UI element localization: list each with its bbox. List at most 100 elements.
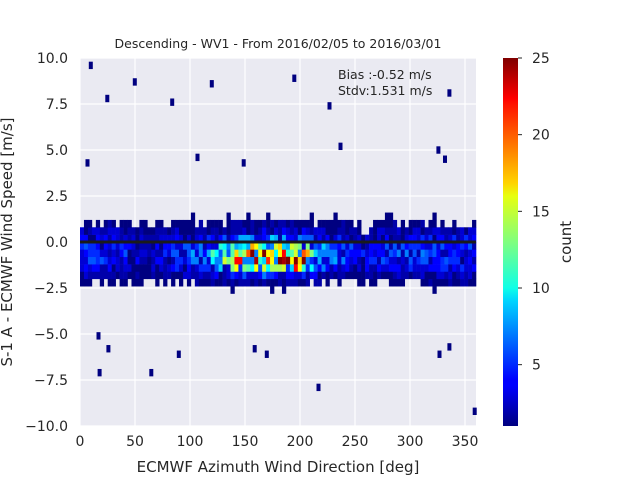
heatmap-cell: [182, 264, 188, 272]
heatmap-cell: [222, 264, 227, 272]
heatmap-cell: [329, 271, 334, 280]
heatmap-cell: [139, 256, 144, 265]
heatmap-cell: [151, 242, 156, 250]
heatmap-cell: [258, 249, 263, 258]
heatmap-cell: [234, 256, 239, 265]
heatmap-cell: [163, 249, 168, 258]
heatmap-cell: [408, 227, 413, 235]
heatmap-cell: [420, 249, 425, 258]
heatmap-cell: [99, 249, 105, 258]
heatmap-cell: [464, 242, 469, 250]
heatmap-cell: [198, 219, 204, 228]
heatmap-cell: [143, 227, 148, 235]
heatmap-cell: [357, 249, 362, 258]
heatmap-cell: [420, 256, 425, 265]
heatmap-cell: [250, 219, 255, 228]
heatmap-cell: [278, 249, 283, 258]
heatmap-cell: [464, 256, 469, 265]
heatmap-cell: [321, 271, 326, 280]
heatmap-cell: [285, 264, 291, 272]
heatmap-cell: [262, 234, 267, 243]
heatmap-cell: [325, 219, 330, 228]
heatmap-cell: [357, 271, 362, 280]
heatmap-cell: [226, 219, 231, 228]
heatmap-cell: [99, 256, 105, 265]
heatmap-cell: [384, 256, 390, 265]
heatmap-cell: [131, 256, 136, 265]
heatmap-cell: [313, 264, 318, 272]
heatmap-cell: [337, 256, 342, 265]
heatmap-cell: [313, 249, 318, 258]
colorbar-ticks: 5 10 15 20 25: [518, 51, 550, 374]
heatmap-cell: [175, 227, 180, 235]
heatmap-cell: [297, 249, 303, 258]
heatmap-cell: [448, 249, 453, 258]
heatmap-cell: [309, 212, 314, 221]
heatmap-cell: [171, 264, 176, 272]
heatmap-cell: [313, 242, 318, 250]
heatmap-cell: [373, 271, 378, 280]
heatmap-cell: [349, 256, 354, 265]
heatmap-cell: [242, 227, 247, 235]
heatmap-cell: [380, 264, 386, 272]
heatmap-cell: [198, 271, 204, 280]
heatmap-cell: [278, 219, 283, 228]
heatmap-cell: [384, 219, 390, 228]
y-axis-label: S-1 A - ECMWF Wind Speed [m/s]: [0, 117, 16, 366]
heatmap-cell: [349, 219, 354, 228]
heatmap-cell: [238, 249, 243, 258]
heatmap-cell: [289, 219, 295, 228]
heatmap-cell: [412, 249, 417, 258]
heatmap-cell: [440, 264, 445, 272]
heatmap-cell: [91, 256, 97, 265]
heatmap-cell: [238, 264, 243, 272]
heatmap-cell: [135, 256, 140, 265]
heatmap-cell: [87, 242, 93, 250]
heatmap-cell: [460, 264, 465, 272]
heatmap-cell: [337, 278, 342, 287]
heatmap-cell: [194, 249, 200, 258]
heatmap-cell: [111, 271, 116, 280]
heatmap-cell: [301, 256, 307, 265]
x-axis-label: ECMWF Azimuth Wind Direction [deg]: [137, 458, 420, 476]
heatmap-cell: [210, 227, 215, 235]
heatmap-cell: [278, 242, 283, 250]
heatmap-cell: [444, 234, 449, 243]
heatmap-cell: [198, 227, 204, 235]
heatmap-cell: [369, 278, 374, 287]
heatmap-cell: [345, 219, 350, 228]
heatmap-cell: [392, 227, 398, 235]
x-tick-label: 0: [76, 434, 85, 450]
heatmap-cell: [242, 249, 247, 258]
heatmap-cell: [135, 271, 140, 280]
heatmap-cell: [309, 264, 314, 272]
heatmap-cell: [163, 271, 168, 280]
heatmap-cell: [333, 242, 338, 250]
x-tick-label: 50: [126, 434, 144, 450]
heatmap-cell: [404, 264, 409, 272]
heatmap-cell: [278, 234, 283, 243]
heatmap-cell: [329, 219, 334, 228]
heatmap-cell: [460, 256, 465, 265]
heatmap-cell: [305, 264, 310, 272]
heatmap-cell: [87, 227, 93, 235]
heatmap-cell: [115, 234, 120, 243]
heatmap-cell: [408, 242, 413, 250]
heatmap-cell: [127, 271, 132, 280]
heatmap-cell: [159, 256, 164, 265]
heatmap-cell: [202, 271, 208, 280]
heatmap-cell: [305, 249, 310, 258]
heatmap-cell: [206, 219, 211, 228]
heatmap-cell: [95, 227, 101, 235]
heatmap-cell: [218, 234, 223, 243]
heatmap-cell: [159, 227, 164, 235]
heatmap-cell: [119, 219, 124, 228]
outlier-cell: [85, 159, 90, 167]
heatmap-cell: [99, 234, 105, 243]
heatmap-cell: [190, 271, 196, 280]
heatmap-cell: [472, 249, 477, 258]
heatmap-cell: [230, 278, 235, 287]
heatmap-cell: [182, 242, 188, 250]
heatmap-cell: [388, 212, 394, 221]
heatmap-cell: [337, 219, 342, 228]
